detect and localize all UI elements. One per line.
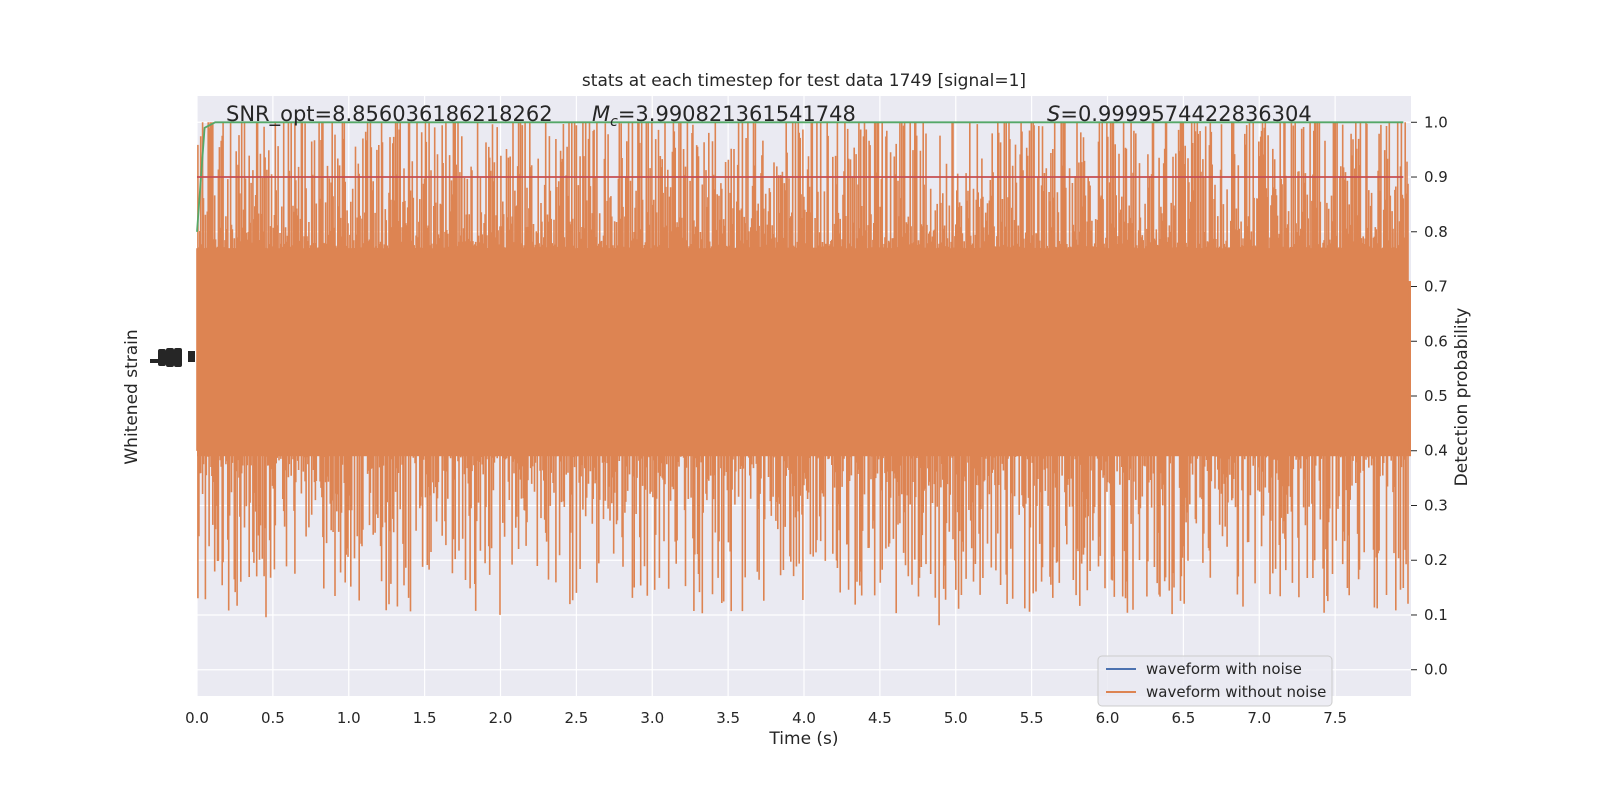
- plot-marks: [196, 121, 1411, 626]
- x-tick-label: 1.5: [413, 709, 437, 727]
- y-tick-label: 0.9: [1424, 168, 1448, 186]
- y-right-axis-label: Detection probability: [1452, 308, 1472, 487]
- chirp-mass-annotation: Mc=3.990821361541748: [592, 102, 856, 130]
- score-annotation: S=0.9999574422836304: [1047, 102, 1312, 126]
- left-tick-blob: [158, 349, 166, 366]
- x-tick-label: 4.0: [792, 709, 816, 727]
- y-tick-label: 0.4: [1424, 442, 1448, 460]
- y-tick-label: 1.0: [1424, 113, 1448, 131]
- y-tick-label: 0.6: [1424, 332, 1448, 350]
- legend: waveform with noise waveform without noi…: [1097, 655, 1333, 707]
- snr-annotation: SNR_opt=8.856036186218262: [226, 102, 553, 127]
- x-ticks: 0.0 0.5 1.0 1.5 2.0 2.5 3.0 3.5 4.0 4.5 5.0 5.5 6.0 6…: [185, 709, 1347, 727]
- x-tick-label: 3.5: [716, 709, 740, 727]
- y-left-axis-label: Whitened strain: [122, 329, 142, 464]
- left-tick-blob: [150, 359, 162, 363]
- left-tick-blob: [166, 348, 174, 367]
- x-tick-label: 1.0: [337, 709, 361, 727]
- y-tick-label: 0.0: [1424, 661, 1448, 679]
- x-tick-label: 5.5: [1020, 709, 1044, 727]
- y-tick-label: 0.7: [1424, 278, 1448, 296]
- x-tick-label: 6.5: [1171, 709, 1195, 727]
- waveform-without-noise-line: [196, 122, 1409, 626]
- x-tick-label: 2.5: [564, 709, 588, 727]
- y-tick-label: 0.3: [1424, 496, 1448, 514]
- x-tick-label: 6.0: [1096, 709, 1120, 727]
- detection-probability-line: [196, 121, 1404, 232]
- legend-box: [1097, 655, 1333, 707]
- y-tick-label: 0.2: [1424, 551, 1448, 569]
- x-axis-label: Time (s): [768, 729, 838, 749]
- x-tick-label: 7.5: [1323, 709, 1347, 727]
- chirp-mass-symbol: M: [592, 102, 610, 126]
- x-tick-label: 5.0: [944, 709, 968, 727]
- score-symbol: S: [1047, 102, 1060, 126]
- left-tick-blob: [174, 348, 182, 367]
- y-tick-label: 0.5: [1424, 387, 1448, 405]
- x-tick-label: 0.5: [261, 709, 285, 727]
- legend-entry-clean: waveform without noise: [1146, 683, 1326, 701]
- left-tick-blob: [188, 351, 195, 362]
- y-right-ticks: 0.0 0.1 0.2 0.3 0.4 0.5 0.6 0.7 0.8 0.9 1.0: [1411, 113, 1448, 679]
- x-tick-label: 7.0: [1247, 709, 1271, 727]
- legend-entry-noise: waveform with noise: [1146, 660, 1302, 678]
- x-tick-label: 3.0: [640, 709, 664, 727]
- y-tick-label: 0.8: [1424, 223, 1448, 241]
- y-tick-label: 0.1: [1424, 606, 1448, 624]
- x-tick-label: 2.0: [489, 709, 513, 727]
- score-value: =0.9999574422836304: [1060, 102, 1311, 126]
- chirp-mass-value: =3.990821361541748: [618, 102, 856, 126]
- x-tick-label: 4.5: [868, 709, 892, 727]
- chart-title: stats at each timestep for test data 174…: [582, 71, 1026, 91]
- left-axis-overlapping-ticks: [150, 348, 195, 367]
- x-tick-label: 0.0: [185, 709, 209, 727]
- chirp-mass-subscript: c: [610, 114, 618, 130]
